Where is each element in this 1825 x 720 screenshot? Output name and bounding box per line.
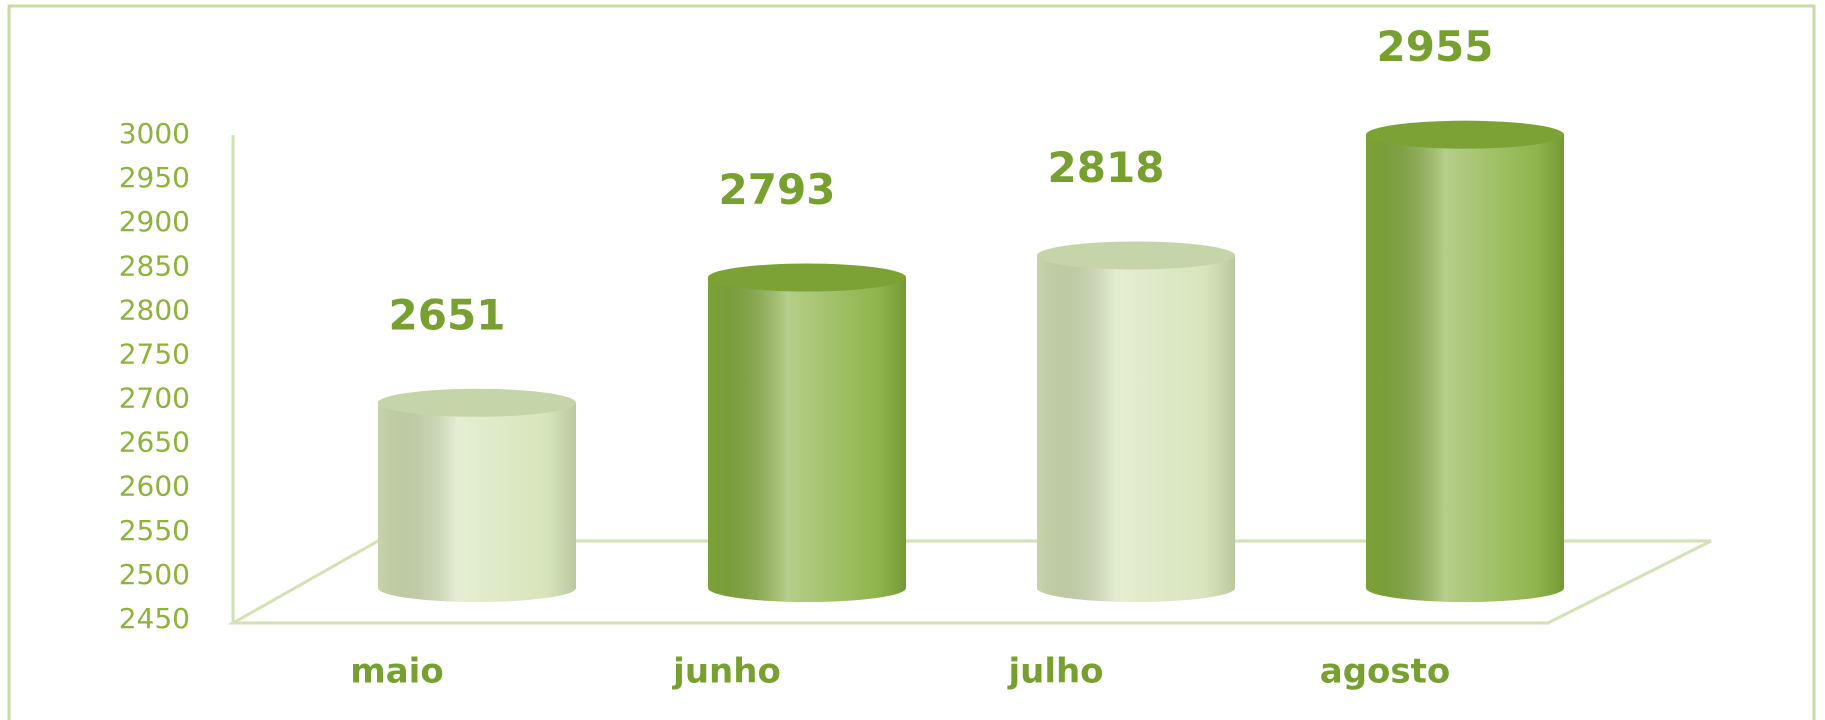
data-label: 2818 (1048, 143, 1165, 192)
cylinder-shade (708, 277, 906, 588)
cylinder-top (1037, 241, 1235, 270)
cylinder-shade (1037, 255, 1235, 588)
cylinder-shade (1366, 134, 1564, 588)
frame (7, 4, 1816, 720)
floor (227, 539, 1712, 625)
y-tick-label: 2500 (119, 558, 190, 591)
y-tick-label: 2650 (119, 426, 190, 459)
y-tick-label: 2750 (119, 337, 190, 370)
data-label: 2793 (719, 165, 836, 214)
data-label: 2651 (389, 290, 506, 339)
y-tick-label: 2550 (119, 514, 190, 547)
y-tick-label: 2700 (119, 382, 190, 415)
y-tick-label: 2900 (119, 205, 190, 238)
y-tick-label: 3000 (119, 117, 190, 150)
x-tick-label: julho (1006, 652, 1103, 692)
x-tick-label: maio (350, 652, 443, 692)
cylinder-top-shade (1037, 241, 1235, 270)
data-label: 2955 (1377, 22, 1494, 71)
y-tick-label: 2950 (119, 161, 190, 194)
y-tick-label: 2600 (119, 470, 190, 503)
y-tick-label: 2850 (119, 249, 190, 282)
cylinder-top (1366, 120, 1564, 149)
cylinder-top-shade (1366, 120, 1564, 149)
cylinder-top-shade (708, 263, 906, 292)
cylinder-top-shade (378, 388, 576, 417)
x-tick-label: junho (671, 652, 781, 692)
y-tick-label: 2800 (119, 293, 190, 326)
x-tick-label: agosto (1320, 652, 1451, 692)
cylinder-shade (378, 402, 576, 588)
y-tick-label: 2450 (119, 602, 190, 635)
cylinder-top (708, 263, 906, 292)
cylinder-top (378, 388, 576, 417)
